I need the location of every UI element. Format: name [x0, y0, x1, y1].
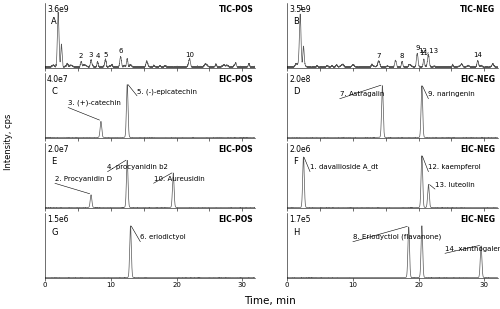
- Text: 1.7e5: 1.7e5: [289, 215, 310, 224]
- Text: 7. Astragalin: 7. Astragalin: [340, 91, 384, 97]
- Text: 3. (+)-catechin: 3. (+)-catechin: [68, 99, 121, 106]
- Text: EIC-NEG: EIC-NEG: [460, 75, 496, 84]
- Text: B: B: [294, 17, 299, 26]
- Text: EIC-NEG: EIC-NEG: [460, 145, 496, 154]
- Text: 4.0e7: 4.0e7: [47, 75, 68, 84]
- Text: TIC-NEG: TIC-NEG: [460, 5, 496, 14]
- Text: 6. eriodictyol: 6. eriodictyol: [140, 235, 186, 240]
- Text: EIC-POS: EIC-POS: [218, 215, 254, 224]
- Text: 10: 10: [185, 52, 194, 57]
- Text: 2. Procyanidin D: 2. Procyanidin D: [55, 176, 112, 182]
- Text: 12,13: 12,13: [418, 48, 438, 54]
- Text: 1: 1: [298, 5, 302, 11]
- Text: 9. naringenin: 9. naringenin: [428, 91, 475, 97]
- Text: 14: 14: [474, 52, 482, 58]
- Text: E: E: [52, 158, 57, 167]
- Text: A: A: [52, 17, 57, 26]
- Text: F: F: [294, 158, 298, 167]
- Text: 3.5e9: 3.5e9: [289, 5, 311, 14]
- Text: 4. procyanidin b2: 4. procyanidin b2: [108, 164, 168, 170]
- Text: 5. (-)-epicatechin: 5. (-)-epicatechin: [137, 88, 197, 95]
- Text: 8: 8: [400, 53, 404, 59]
- Text: 8. Eriodyctiol (flavanone): 8. Eriodyctiol (flavanone): [353, 234, 441, 240]
- Text: TIC-POS: TIC-POS: [218, 5, 254, 14]
- Text: 3.6e9: 3.6e9: [47, 5, 68, 14]
- Text: G: G: [52, 227, 58, 236]
- Text: 7: 7: [377, 53, 382, 59]
- Text: 9: 9: [415, 44, 420, 51]
- Text: 10. Aureusidin: 10. Aureusidin: [154, 176, 204, 182]
- Text: 1.5e6: 1.5e6: [47, 215, 68, 224]
- Text: 2: 2: [79, 53, 84, 59]
- Text: 1. davallioside A_dt: 1. davallioside A_dt: [310, 164, 378, 170]
- Text: 14. xanthogalenol: 14. xanthogalenol: [445, 246, 500, 252]
- Text: Time, min: Time, min: [244, 296, 296, 306]
- Text: 5: 5: [104, 52, 108, 58]
- Text: 13. luteolin: 13. luteolin: [435, 182, 475, 188]
- Text: Intensity, cps: Intensity, cps: [4, 114, 14, 170]
- Text: 11: 11: [420, 50, 428, 56]
- Text: H: H: [294, 227, 300, 236]
- Text: 6: 6: [118, 48, 123, 54]
- Text: EIC-NEG: EIC-NEG: [460, 215, 496, 224]
- Text: 12. kaempferol: 12. kaempferol: [428, 164, 481, 170]
- Text: D: D: [294, 87, 300, 96]
- Text: 4: 4: [96, 53, 100, 59]
- Text: EIC-POS: EIC-POS: [218, 145, 254, 154]
- Text: 2.0e6: 2.0e6: [289, 145, 310, 154]
- Text: 2.0e8: 2.0e8: [289, 75, 310, 84]
- Text: 3: 3: [89, 52, 94, 57]
- Text: EIC-POS: EIC-POS: [218, 75, 254, 84]
- Text: 2.0e7: 2.0e7: [47, 145, 68, 154]
- Text: C: C: [52, 87, 57, 96]
